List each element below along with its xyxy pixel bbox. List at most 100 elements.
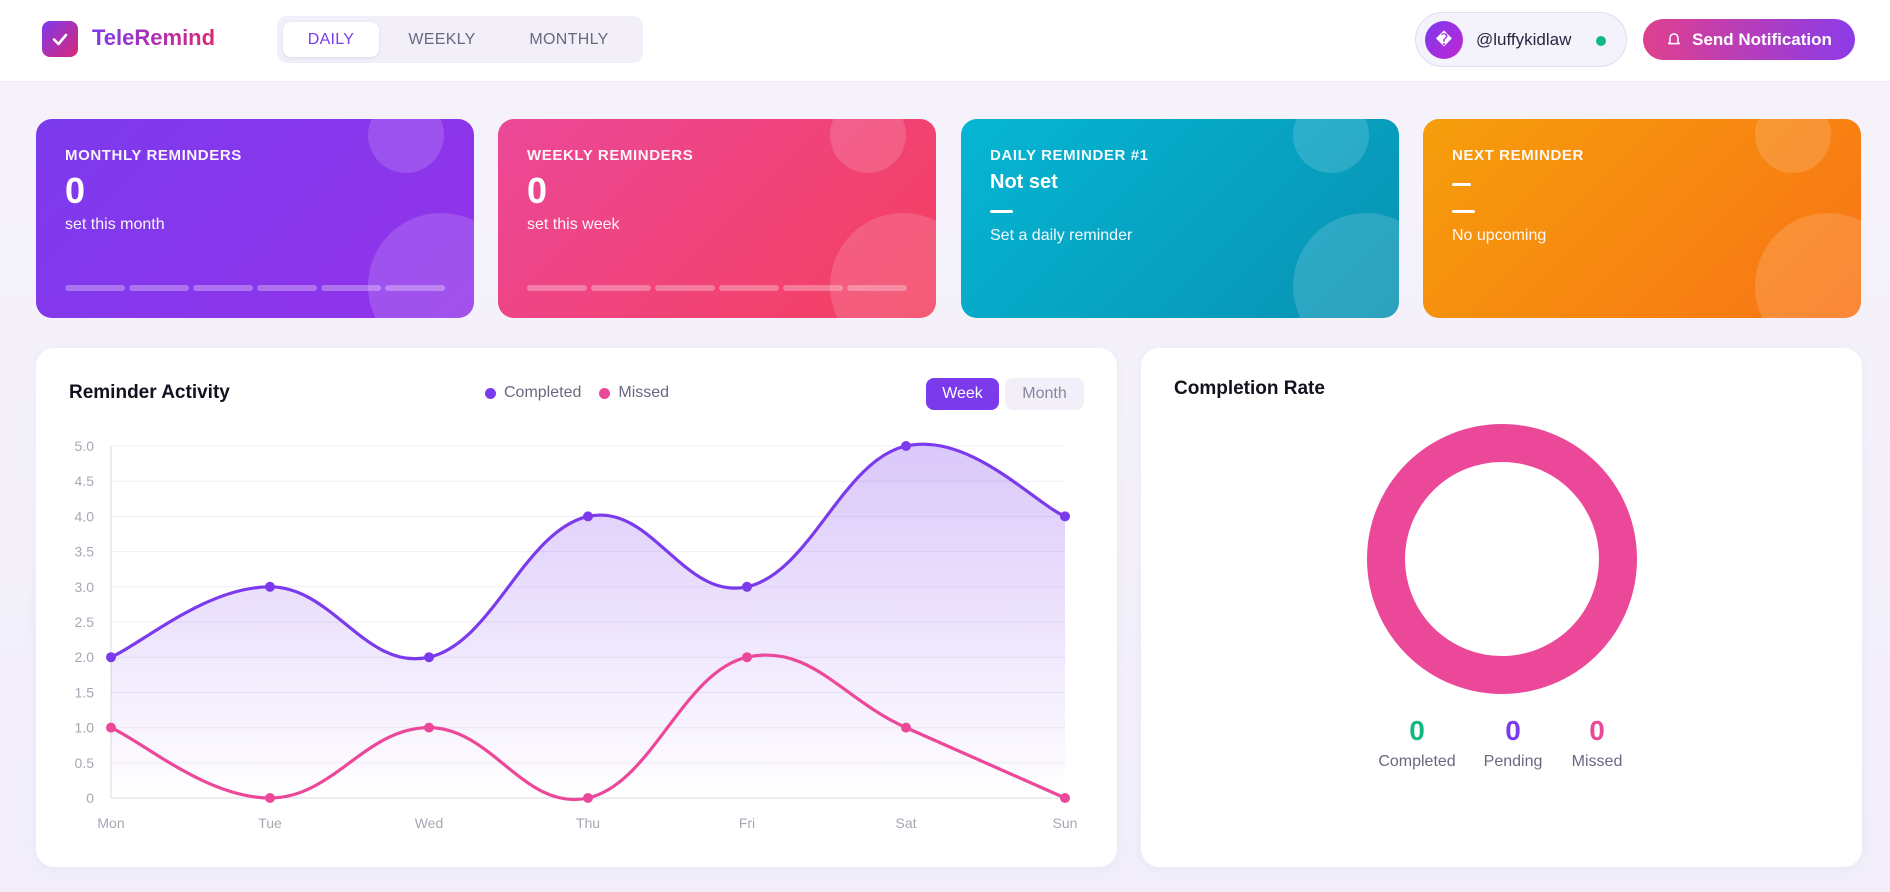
y-tick-label: 0 (86, 790, 94, 806)
x-tick-label: Sun (1053, 815, 1078, 831)
decorative-circle (830, 213, 936, 318)
decorative-circle (830, 119, 906, 173)
point-completed (106, 652, 116, 663)
donut-ring (1367, 424, 1637, 694)
weekly-reminders-card[interactable]: WEEKLY REMINDERS 0 set this week (498, 119, 936, 318)
user-profile[interactable]: � @luffykidlaw (1415, 12, 1627, 67)
point-missed (265, 793, 275, 803)
month-button[interactable]: Month (1005, 378, 1084, 410)
x-tick-label: Sat (895, 815, 916, 831)
panel-title: Completion Rate (1174, 378, 1325, 399)
stat-completed: 0 Completed (1367, 715, 1467, 771)
stat-value: 0 (1505, 715, 1521, 746)
tab-daily[interactable]: DAILY (283, 22, 379, 57)
legend-dot (485, 387, 496, 399)
week-button[interactable]: Week (926, 378, 999, 410)
point-completed (265, 581, 275, 592)
stat-label: Missed (1571, 753, 1623, 770)
progress-segment (193, 285, 253, 291)
point-missed (583, 793, 593, 803)
y-tick-label: 1.5 (75, 684, 95, 700)
progress-segment (655, 285, 715, 291)
dash-placeholder (990, 210, 1013, 213)
progress-segment (783, 285, 843, 291)
point-completed (742, 581, 752, 592)
completion-rate-panel: Completion Rate 0 Completed 0 Pending 0 … (1141, 348, 1862, 867)
chart-legend: Completed Missed (485, 384, 669, 402)
send-notification-label: Send Notification (1692, 29, 1832, 49)
x-tick-label: Thu (576, 815, 600, 831)
next-reminder-card[interactable]: NEXT REMINDER No upcoming (1423, 119, 1861, 318)
app-name: TeleRemind (92, 25, 216, 50)
tab-monthly[interactable]: MONTHLY (529, 30, 609, 48)
point-completed (583, 511, 593, 522)
y-tick-label: 0.5 (75, 755, 95, 771)
card-subtitle: No upcoming (1452, 227, 1547, 244)
stat-missed: 0 Missed (1547, 715, 1647, 771)
avatar: � (1425, 21, 1463, 59)
progress-segments (527, 285, 907, 291)
legend-item-missed[interactable]: Missed (599, 384, 669, 402)
dash-placeholder (1452, 183, 1471, 186)
online-status-dot (1596, 36, 1606, 46)
panel-title: Reminder Activity (69, 382, 230, 403)
monthly-reminders-card[interactable]: MONTHLY REMINDERS 0 set this month (36, 119, 474, 318)
decorative-circle (368, 213, 474, 318)
progress-segment (321, 285, 381, 291)
card-label: DAILY REMINDER #1 (990, 147, 1149, 164)
range-toggle: Week Month (926, 378, 1084, 410)
legend-label: Completed (504, 384, 582, 401)
decorative-circle (1293, 119, 1369, 173)
legend-dot (599, 387, 611, 399)
point-missed (424, 722, 434, 733)
progress-segment (257, 285, 317, 291)
send-notification-button[interactable]: Send Notification (1643, 19, 1855, 60)
app-logo[interactable] (42, 21, 78, 57)
progress-segment (65, 285, 125, 291)
stat-pending: 0 Pending (1463, 715, 1563, 771)
activity-line-chart: 0 0.5 1.0 1.5 2.0 2.5 3.0 3.5 4.0 4.5 5.0 Mon Tue Wed… (75, 438, 1078, 831)
stat-value: 0 (1409, 715, 1425, 746)
progress-segment (385, 285, 445, 291)
check-icon (52, 33, 68, 46)
y-tick-label: 2.0 (75, 649, 95, 665)
card-label: WEEKLY REMINDERS (527, 147, 694, 164)
y-tick-label: 5.0 (75, 438, 95, 454)
area-completed (111, 444, 1065, 798)
x-tick-label: Fri (739, 815, 755, 831)
progress-segment (719, 285, 779, 291)
progress-segment (129, 285, 189, 291)
stat-label: Pending (1483, 753, 1543, 770)
dash-placeholder (1452, 210, 1475, 213)
point-missed (1060, 793, 1070, 803)
tab-weekly[interactable]: WEEKLY (408, 30, 476, 48)
legend-item-completed[interactable]: Completed (485, 384, 581, 402)
point-missed (106, 722, 116, 733)
point-completed (1060, 511, 1070, 522)
top-header: TeleRemind DAILY WEEKLY MONTHLY � @luffy… (0, 0, 1890, 82)
card-value: 0 (527, 170, 548, 211)
legend-label: Missed (618, 384, 670, 401)
completion-donut (1365, 422, 1639, 696)
point-missed (742, 652, 752, 663)
y-tick-label: 2.5 (75, 614, 95, 630)
card-subtitle: set this week (527, 216, 620, 233)
decorative-circle (1755, 213, 1861, 318)
bell-icon (1668, 32, 1681, 44)
stat-value: 0 (1589, 715, 1605, 746)
user-handle: @luffykidlaw (1476, 30, 1572, 49)
daily-reminder-card[interactable]: DAILY REMINDER #1 Not set Set a daily re… (961, 119, 1399, 318)
y-tick-label: 1.0 (75, 720, 95, 736)
y-tick-label: 3.0 (75, 579, 95, 595)
progress-segments (65, 285, 445, 291)
y-tick-label: 4.0 (75, 508, 95, 524)
y-tick-label: 4.5 (75, 473, 95, 489)
progress-segment (527, 285, 587, 291)
reminder-activity-panel: Reminder Activity Completed Missed Week … (36, 348, 1117, 867)
card-title: Not set (990, 171, 1058, 193)
x-tick-label: Tue (258, 815, 282, 831)
progress-segment (591, 285, 651, 291)
point-missed (901, 722, 911, 733)
card-subtitle: Set a daily reminder (990, 227, 1133, 244)
card-label: NEXT REMINDER (1452, 147, 1584, 164)
